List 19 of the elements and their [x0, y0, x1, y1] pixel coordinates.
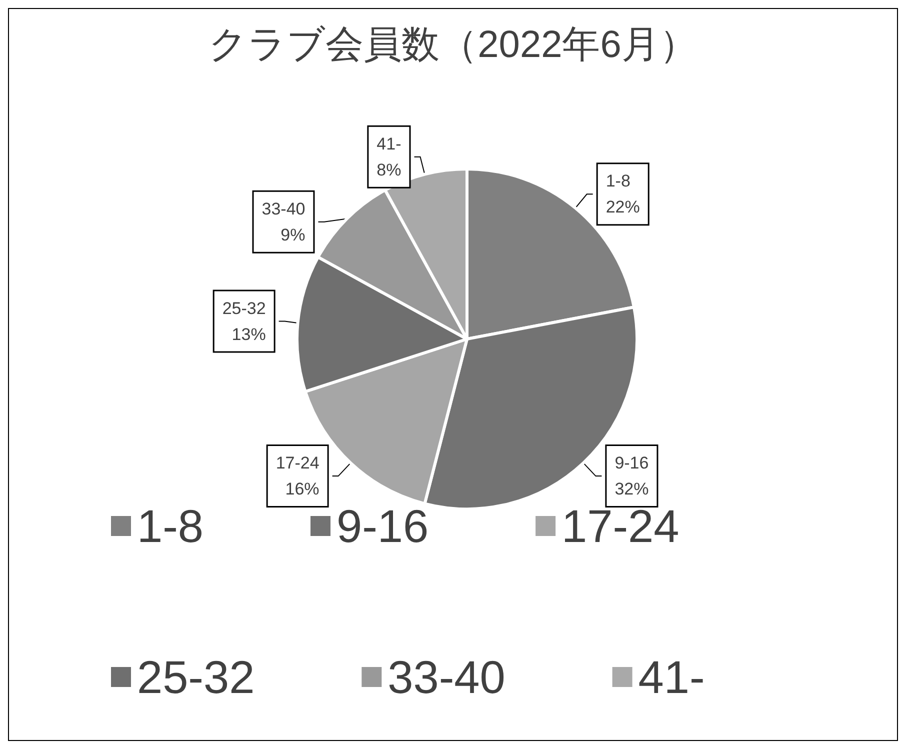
data-label: 13% [232, 324, 266, 344]
slice-label: 9-16 [614, 454, 649, 473]
legend-label: 17-24 [562, 500, 680, 552]
legend-label: 9-16 [336, 500, 429, 552]
slice-label: 17-24 [276, 454, 320, 473]
slice-label: 33-40 [262, 199, 306, 218]
data-label: 9% [280, 225, 306, 244]
legend-label: 25-32 [137, 651, 255, 703]
slice-label: 1-8 [606, 172, 630, 191]
data-label: 22% [606, 198, 640, 217]
legend-label: 1-8 [137, 500, 204, 552]
slice-label: 41- [376, 134, 402, 154]
legend-label: 33-40 [388, 651, 506, 703]
chart-title: クラブ会員数（2022年6月） [208, 24, 698, 66]
legend-label: 41- [638, 651, 705, 703]
slice-label: 25-32 [222, 298, 266, 318]
data-label: 8% [376, 160, 402, 180]
data-label: 32% [614, 480, 649, 499]
data-label: 16% [285, 480, 320, 499]
